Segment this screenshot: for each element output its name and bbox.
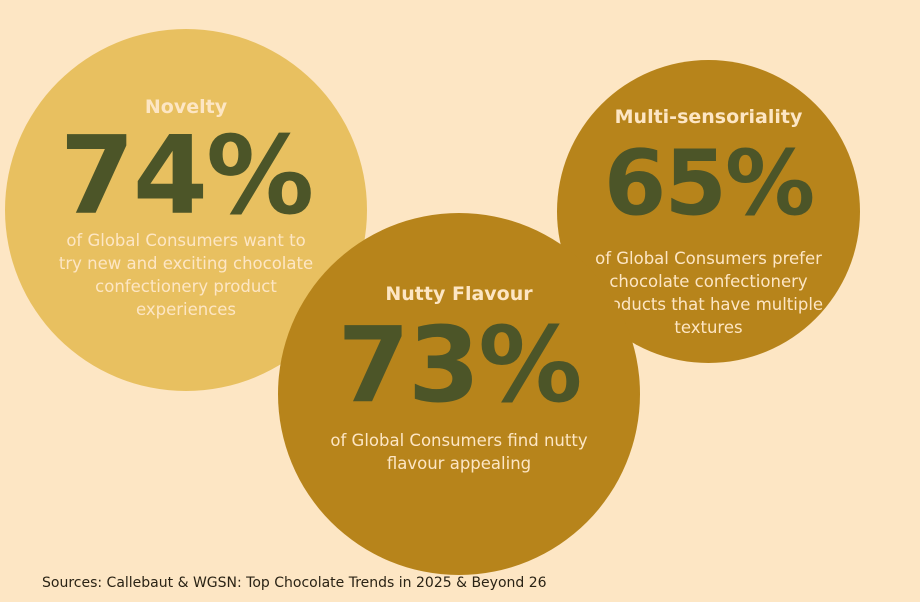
stat-description: of Global Consumers prefer chocolate con… [593,249,824,337]
stat-percentage: 73% [337,304,583,426]
stat-label: Novelty [144,96,228,118]
stat-circle-multi-sensoriality: Multi-sensoriality 65% of Global Consume… [557,60,860,363]
stat-label: Nutty Flavour [385,283,533,305]
stat-circle-nutty-flavour: Nutty Flavour 73% of Global Consumers fi… [278,213,640,575]
sources-footnote: Sources: Callebaut & WGSN: Top Chocolate… [42,575,547,591]
stat-percentage: 65% [603,131,815,236]
stat-description: of Global Consumers find nutty flavour a… [330,431,588,473]
stat-description: of Global Consumers want to try new and … [58,231,314,319]
stat-circle-novelty: Novelty 74% of Global Consumers want to … [5,29,367,391]
stat-label: Multi-sensoriality [614,106,803,128]
stat-percentage: 74% [59,114,315,239]
